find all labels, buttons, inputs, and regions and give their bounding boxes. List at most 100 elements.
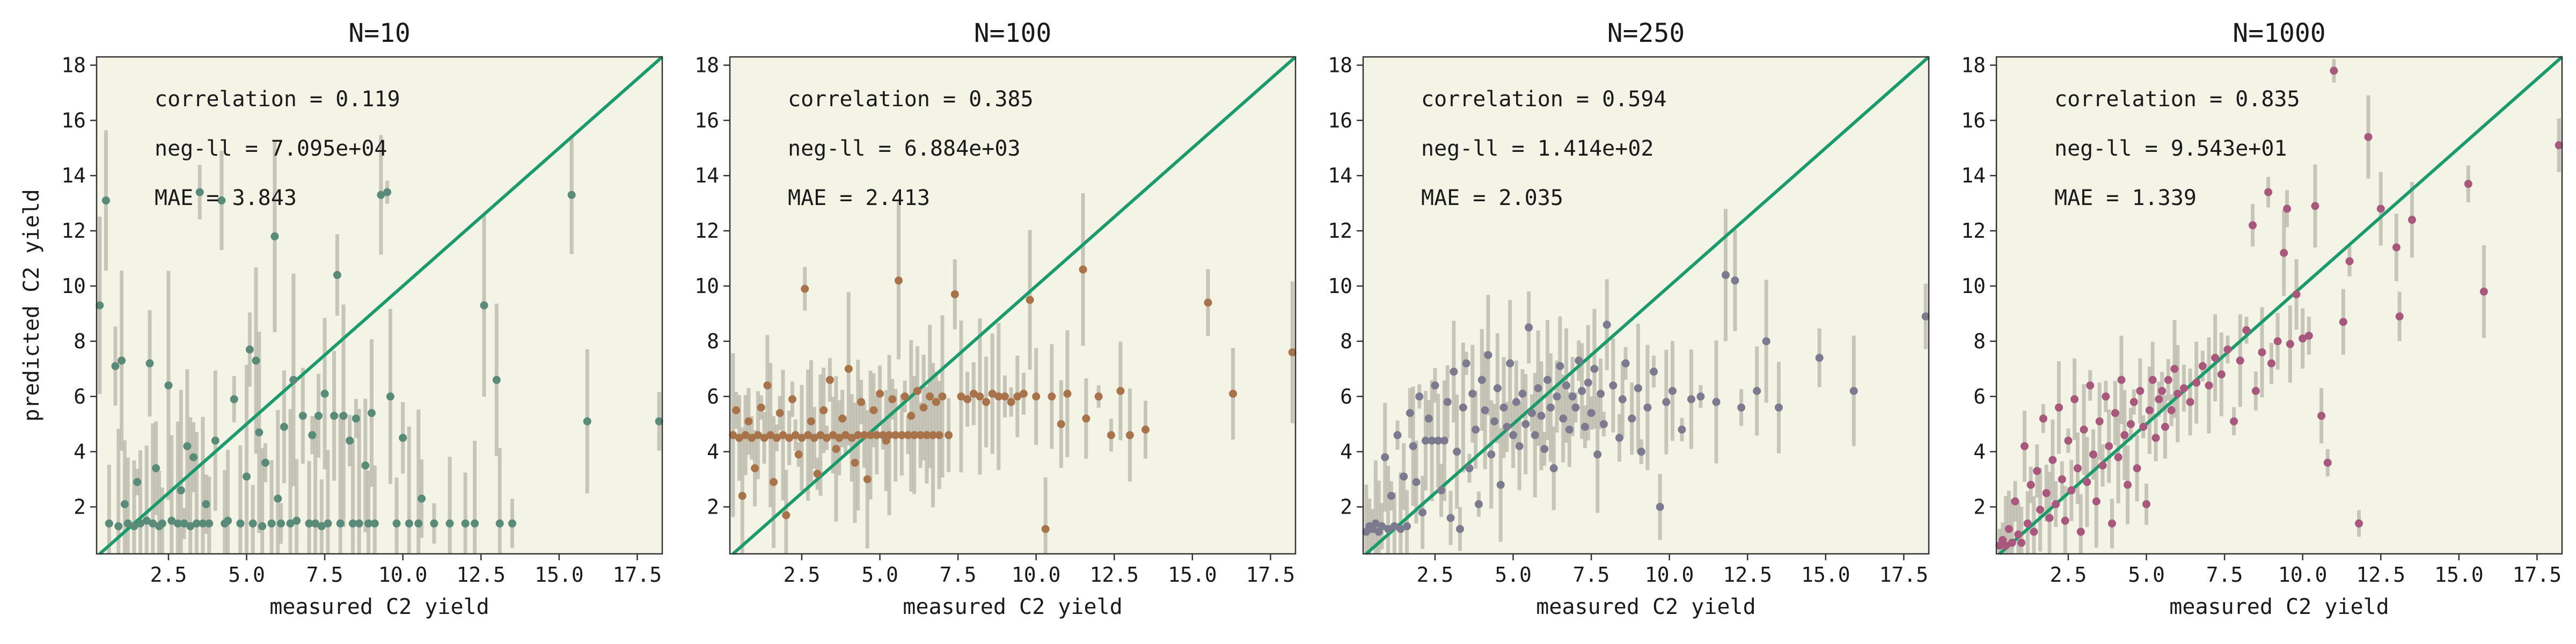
data-point [2230, 417, 2238, 426]
y-tick-label: 14 [694, 164, 719, 187]
data-point [938, 392, 947, 401]
data-point [2083, 478, 2091, 486]
data-point [1490, 417, 1499, 426]
data-point [1578, 386, 1586, 395]
data-point [835, 434, 844, 442]
stat-mae: MAE = 1.339 [2054, 186, 2197, 210]
data-point [211, 436, 219, 445]
stat-mae: MAE = 2.035 [1421, 186, 1563, 210]
data-point [333, 270, 341, 279]
data-point [904, 431, 912, 440]
data-point [1477, 376, 1486, 384]
data-point [2167, 406, 2176, 414]
data-point [1609, 381, 1618, 390]
y-tick-label: 16 [694, 108, 719, 132]
data-point [1531, 431, 1539, 440]
data-point [2020, 442, 2029, 450]
data-point [1687, 395, 1695, 404]
data-point [813, 470, 822, 478]
data-point [873, 431, 881, 440]
data-point [772, 434, 781, 442]
x-tick-label: 12.5 [1089, 563, 1139, 587]
data-point [2120, 431, 2129, 440]
data-point [2080, 426, 2088, 434]
data-point [1602, 320, 1611, 329]
data-point [2148, 376, 2157, 384]
data-point [788, 395, 796, 404]
data-point [120, 500, 129, 508]
data-point [2042, 489, 2051, 497]
stat-mae: MAE = 3.843 [155, 186, 297, 210]
x-tick-label: 15.0 [535, 563, 584, 587]
data-point [1521, 420, 1530, 428]
x-tick-label: 17.5 [1246, 563, 1296, 587]
data-point [782, 511, 791, 519]
data-point [2124, 480, 2132, 489]
data-point [2001, 541, 2010, 550]
data-point [1468, 390, 1477, 398]
data-point [1116, 386, 1125, 395]
data-point [2258, 348, 2266, 356]
data-point [1462, 359, 1470, 368]
data-point [2286, 340, 2294, 348]
data-point [916, 431, 925, 440]
x-ticks: 2.5 5.0 7.5 10.0 12.5 15.0 17.5 [150, 554, 662, 587]
data-point [1556, 362, 1564, 370]
data-point [1534, 384, 1542, 392]
data-point [897, 431, 906, 440]
data-point [1590, 364, 1599, 373]
axes-frame [96, 56, 663, 555]
data-point [888, 395, 897, 404]
data-point [2145, 406, 2154, 414]
data-point [317, 522, 326, 531]
y-tick-label: 18 [1961, 53, 1986, 77]
data-point [1041, 525, 1050, 533]
data-point [894, 276, 903, 285]
data-point [1921, 312, 1930, 321]
data-point [1400, 472, 1408, 481]
data-point [2264, 188, 2273, 196]
y-tick-label: 6 [707, 385, 719, 408]
data-point [414, 519, 423, 528]
data-point [2345, 257, 2354, 266]
data-point [907, 412, 916, 420]
data-point [1537, 412, 1546, 420]
data-point [2023, 519, 2032, 528]
data-point [2092, 497, 2101, 506]
y-tick-label: 16 [1961, 108, 1986, 132]
data-point [1390, 522, 1399, 531]
data-point [314, 412, 323, 420]
data-point [1593, 450, 1602, 459]
data-point [2249, 221, 2257, 230]
data-point [2036, 506, 2045, 514]
data-point [2304, 332, 2313, 340]
data-point [189, 453, 198, 462]
data-point [1019, 390, 1028, 398]
y-tick-label: 12 [694, 219, 719, 243]
data-point [1204, 298, 1212, 307]
data-point [1474, 500, 1483, 508]
data-point [445, 519, 454, 528]
data-point [199, 519, 207, 528]
data-point [1506, 359, 1514, 368]
data-point [311, 519, 320, 528]
data-point [2267, 359, 2275, 368]
data-point [1731, 276, 1739, 285]
data-points [96, 188, 663, 531]
data-point [1107, 431, 1115, 440]
y-tick-label: 4 [1340, 440, 1352, 464]
data-point [932, 398, 940, 406]
y-tick-label: 4 [74, 440, 86, 464]
data-point [876, 390, 884, 398]
data-point [2004, 525, 2013, 533]
data-point [2158, 386, 2167, 395]
x-axis-label: measured C2 yield [269, 595, 489, 619]
data-point [785, 434, 794, 442]
data-point [298, 412, 307, 420]
x-tick-label: 7.5 [306, 563, 343, 587]
data-point [860, 431, 868, 440]
data-point [1721, 270, 1730, 279]
data-point [1493, 384, 1502, 392]
data-point [280, 422, 288, 431]
data-point [2283, 204, 2292, 213]
